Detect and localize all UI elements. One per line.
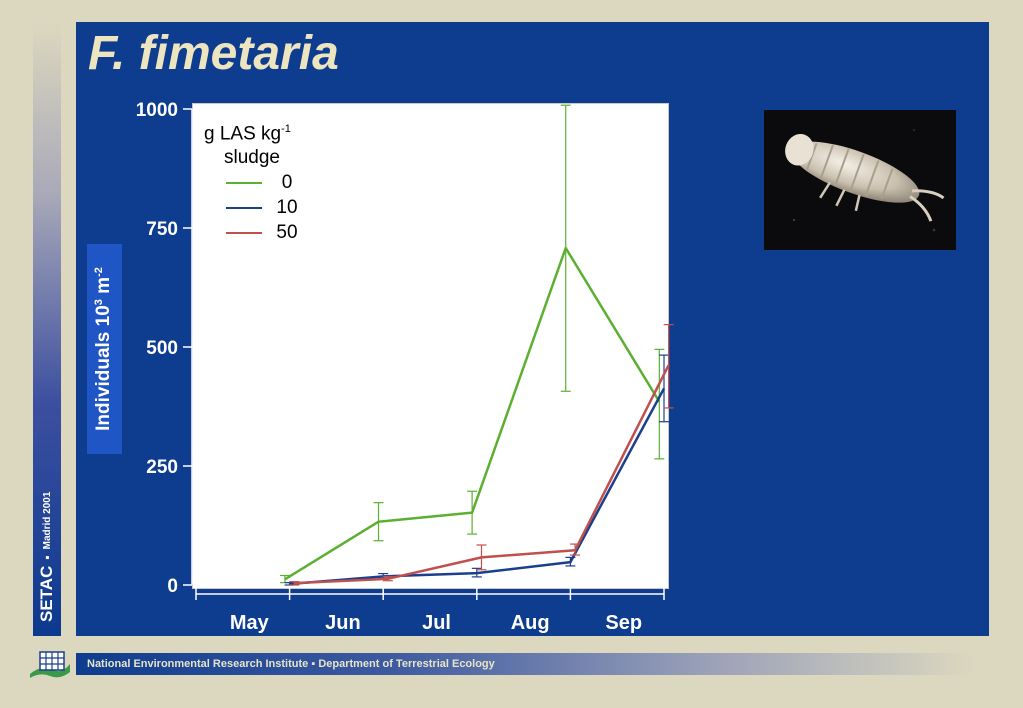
y-tick-label-750: 750 — [146, 219, 178, 240]
legend-item-0: 0 — [204, 170, 312, 195]
legend-title: g LAS kg-1 — [204, 117, 312, 146]
institute-logo-icon — [30, 651, 70, 678]
legend-title-line2: sludge — [224, 147, 280, 169]
legend-swatch-10 — [226, 206, 262, 209]
legend: g LAS kg-1 sludge 0 10 50 — [204, 117, 312, 245]
legend-title-sup: -1 — [281, 123, 291, 135]
legend-label-10: 10 — [276, 196, 298, 218]
y-tick-label-0: 0 — [167, 576, 178, 597]
legend-label-0: 0 — [281, 171, 293, 193]
plot-area — [192, 103, 669, 589]
springtail-icon — [764, 110, 956, 250]
footer-bar — [76, 653, 976, 675]
legend-item-10: 10 — [204, 195, 312, 220]
legend-label-50: 50 — [276, 221, 298, 243]
x-tick-label-may: May — [230, 612, 270, 634]
footer-text: National Environmental Research Institut… — [87, 658, 495, 670]
institute-logo — [28, 650, 72, 680]
footer-institute: National Environmental Research Institut… — [87, 658, 309, 670]
legend-title-text: g LAS kg — [204, 123, 282, 145]
footer-separator: ▪ — [311, 658, 316, 670]
y-tick-label-500: 500 — [146, 338, 178, 359]
springtail-photo — [764, 110, 956, 250]
y-tick-label-250: 250 — [146, 457, 178, 478]
y-axis-label-box — [87, 244, 122, 454]
slide-title: F. fimetaria — [88, 27, 339, 80]
x-tick-label-jul: Jul — [422, 612, 451, 634]
x-tick-label-jun: Jun — [325, 612, 361, 634]
x-tick-label-sep: Sep — [605, 612, 642, 634]
legend-item-50: 50 — [204, 220, 312, 245]
legend-swatch-0 — [226, 181, 262, 184]
y-tick-label-1000: 1000 — [136, 100, 178, 121]
side-gradient-bar — [33, 22, 61, 636]
legend-swatch-50 — [226, 231, 262, 234]
x-tick-label-aug: Aug — [511, 612, 550, 634]
footer-department: Department of Terrestrial Ecology — [318, 658, 495, 670]
